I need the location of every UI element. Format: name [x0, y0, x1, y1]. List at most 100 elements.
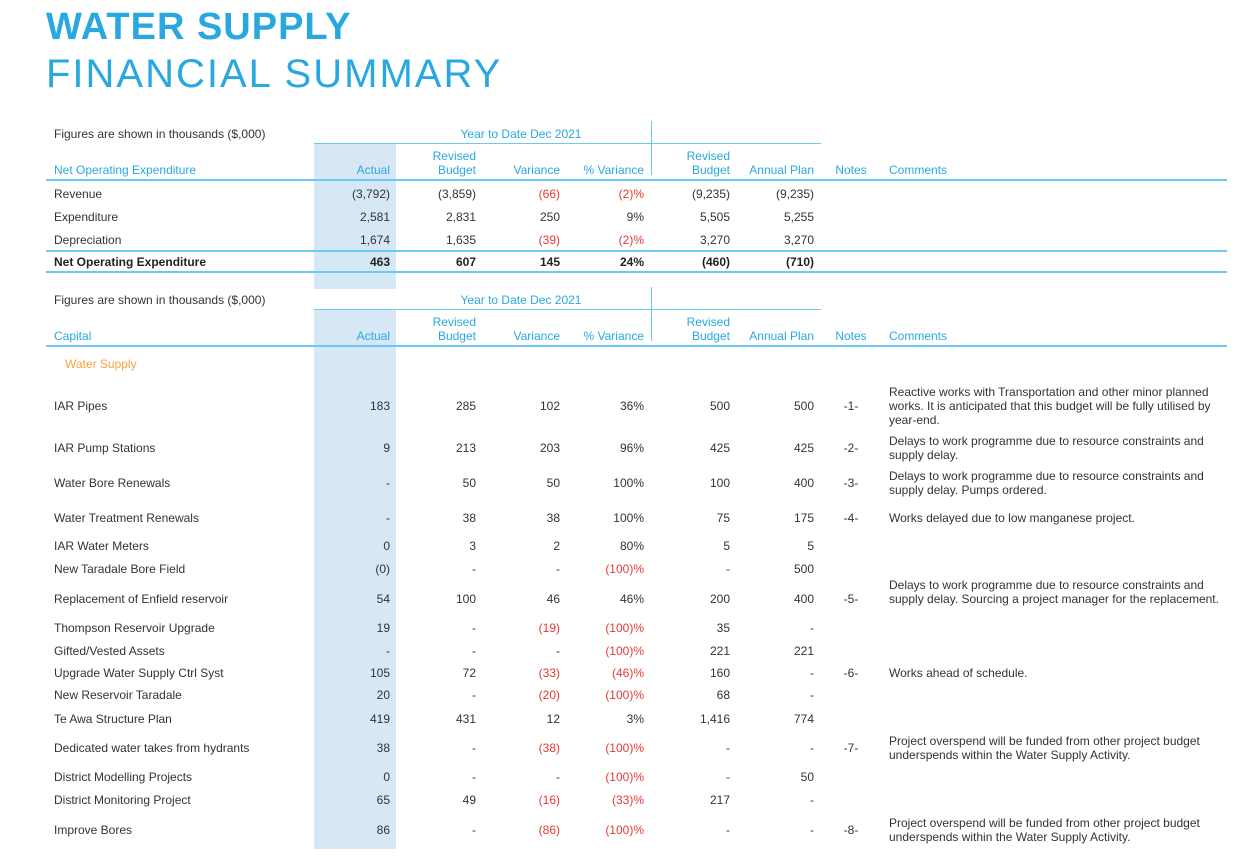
- note-ref: -5-: [843, 592, 859, 606]
- comment-text: Delays to work programme due to resource…: [889, 434, 1204, 462]
- cell-annual-plan: 221: [793, 644, 814, 658]
- total-rule-top: [46, 250, 1227, 252]
- cell-full-year-budget: 100: [709, 476, 730, 490]
- figures-note: Figures are shown in thousands ($,000): [54, 127, 266, 141]
- cell-actual: 1,674: [359, 233, 390, 247]
- cell-revised-budget: 50: [462, 476, 476, 490]
- header-rule: [46, 179, 1227, 181]
- ytd-header: Year to Date Dec 2021: [460, 127, 582, 141]
- cell-annual-plan: -: [810, 741, 814, 755]
- cell-variance: (20): [538, 688, 560, 702]
- figures-note: Figures are shown in thousands ($,000): [54, 293, 266, 307]
- cell-revised-budget: 3: [469, 539, 476, 553]
- cell-revised-budget: 49: [462, 793, 476, 807]
- cell-full-year-budget: 3,270: [699, 233, 730, 247]
- cell-full-year-budget: 221: [709, 644, 730, 658]
- cell-variance: 203: [539, 441, 560, 455]
- cell-annual-plan: (710): [785, 255, 814, 269]
- cell-revised-budget: 285: [455, 399, 476, 413]
- cell-pct-variance: (100)%: [605, 823, 644, 837]
- cell-annual-plan: -: [810, 688, 814, 702]
- cell-annual-plan: 500: [793, 399, 814, 413]
- cell-annual-plan: 425: [793, 441, 814, 455]
- cell-variance: (38): [538, 741, 560, 755]
- cell-full-year-budget: -: [726, 562, 730, 576]
- cell-variance: (86): [538, 823, 560, 837]
- cell-actual: 463: [369, 255, 390, 269]
- cell-annual-plan: -: [810, 666, 814, 680]
- plan-underline: [651, 143, 821, 144]
- header-variance: Variance: [513, 163, 560, 177]
- comment-text: Delays to work programme due to resource…: [889, 578, 1219, 606]
- row-label: Water Bore Renewals: [54, 476, 171, 490]
- header-pct-variance: % Variance: [583, 163, 644, 177]
- note-ref: -1-: [843, 399, 859, 413]
- cell-annual-plan: 5,255: [783, 210, 814, 224]
- cell-full-year-budget: (460): [701, 255, 730, 269]
- cell-variance: 46: [546, 592, 560, 606]
- note-ref: -4-: [843, 511, 859, 525]
- cell-variance: 145: [539, 255, 560, 269]
- cell-variance: 50: [546, 476, 560, 490]
- cell-annual-plan: 400: [793, 476, 814, 490]
- cell-actual: (3,792): [351, 187, 390, 201]
- cell-actual: 54: [376, 592, 390, 606]
- header-comments: Comments: [889, 329, 948, 343]
- header-label: Net Operating Expenditure: [54, 163, 197, 177]
- comment-text: Works ahead of schedule.: [889, 666, 1028, 680]
- cell-annual-plan: -: [810, 621, 814, 635]
- ytd-divider: [651, 287, 652, 341]
- cell-revised-budget: -: [472, 562, 476, 576]
- cell-annual-plan: (9,235): [775, 187, 814, 201]
- header-revised-full: Revised: [686, 315, 730, 329]
- cell-actual: 65: [376, 793, 390, 807]
- cell-actual: 2,581: [359, 210, 390, 224]
- header-annual-plan: Annual Plan: [749, 329, 814, 343]
- row-label: New Reservoir Taradale: [54, 688, 182, 702]
- cell-full-year-budget: 1,416: [699, 712, 730, 726]
- cell-revised-budget: -: [472, 688, 476, 702]
- cell-pct-variance: 96%: [619, 441, 644, 455]
- actual-column-highlight: [314, 143, 396, 289]
- cell-actual: -: [386, 511, 390, 525]
- cell-pct-variance: 9%: [626, 210, 644, 224]
- cell-revised-budget: -: [472, 741, 476, 755]
- row-label: Improve Bores: [54, 823, 133, 837]
- cell-pct-variance: (100)%: [605, 621, 644, 635]
- header-budget: Budget: [437, 163, 476, 177]
- header-variance: Variance: [513, 329, 560, 343]
- comment-text: Delays to work programme due to resource…: [889, 469, 1204, 497]
- header-revised: Revised: [432, 315, 476, 329]
- page-subtitle: FINANCIAL SUMMARY: [46, 52, 503, 96]
- header-notes: Notes: [835, 163, 867, 177]
- cell-variance: -: [556, 562, 560, 576]
- comment-text: Works delayed due to low manganese proje…: [889, 511, 1135, 525]
- cell-full-year-budget: 5,505: [699, 210, 730, 224]
- cell-actual: 9: [383, 441, 390, 455]
- cell-pct-variance: 100%: [613, 476, 644, 490]
- cell-variance: (19): [538, 621, 560, 635]
- cell-revised-budget: 431: [455, 712, 476, 726]
- cell-pct-variance: (2)%: [618, 233, 644, 247]
- cell-annual-plan: 5: [807, 539, 814, 553]
- row-label: Gifted/Vested Assets: [54, 644, 165, 658]
- cell-variance: 12: [546, 712, 560, 726]
- cell-revised-budget: 100: [455, 592, 476, 606]
- row-label: District Monitoring Project: [54, 793, 191, 807]
- header-actual: Actual: [356, 163, 390, 177]
- cell-revised-budget: -: [472, 621, 476, 635]
- row-label: District Modelling Projects: [54, 770, 193, 784]
- cell-pct-variance: 36%: [619, 399, 644, 413]
- header-revised-full: Revised: [686, 149, 730, 163]
- cell-variance: (33): [538, 666, 560, 680]
- cell-variance: (16): [538, 793, 560, 807]
- row-label: Upgrade Water Supply Ctrl Syst: [54, 666, 224, 680]
- comment-text: Project overspend will be funded from ot…: [889, 816, 1200, 844]
- cell-pct-variance: (46)%: [611, 666, 644, 680]
- cell-pct-variance: (100)%: [605, 562, 644, 576]
- ytd-header: Year to Date Dec 2021: [460, 293, 582, 307]
- header-rule: [46, 345, 1227, 347]
- cell-variance: 102: [539, 399, 560, 413]
- cell-actual: 20: [376, 688, 390, 702]
- note-ref: -2-: [843, 441, 859, 455]
